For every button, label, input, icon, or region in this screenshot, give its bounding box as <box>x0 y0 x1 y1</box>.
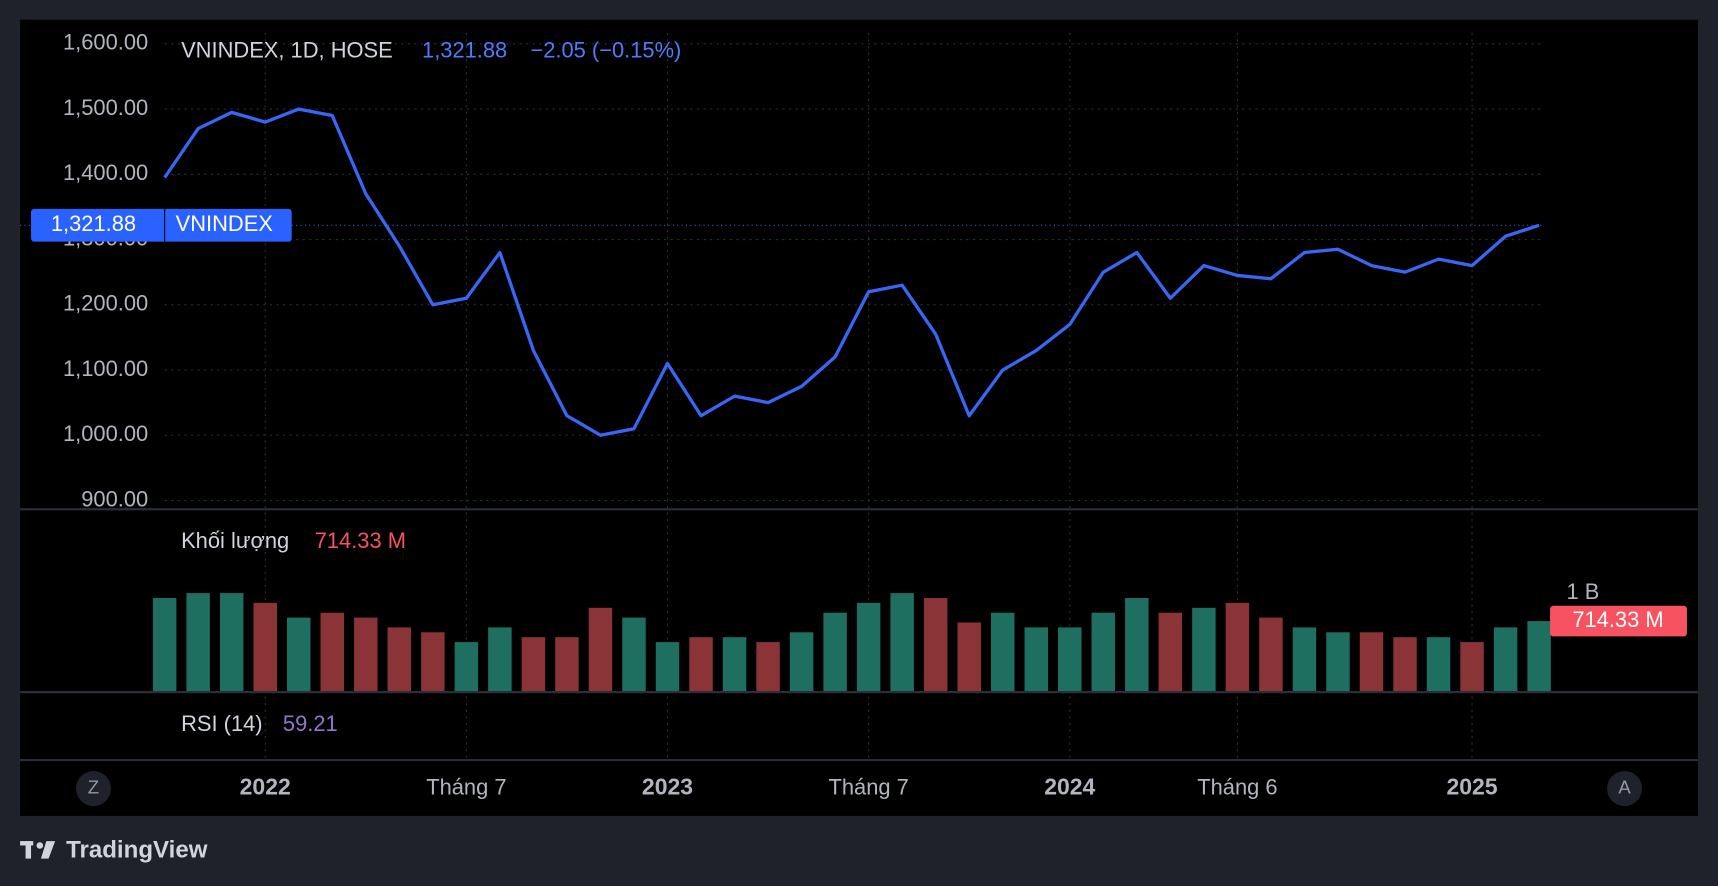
volume-bar <box>957 622 981 692</box>
volume-bar <box>1058 627 1082 692</box>
volume-bar <box>521 637 546 692</box>
volume-bar <box>856 602 881 692</box>
volume-bar <box>991 612 1015 692</box>
x-tick-label: 2023 <box>642 774 693 800</box>
volume-bar <box>923 597 948 692</box>
volume-bar <box>1493 627 1518 692</box>
volume-bar <box>287 617 311 692</box>
volume-bar <box>622 617 646 692</box>
volume-bar <box>1527 621 1551 692</box>
x-tick-label: 2024 <box>1044 774 1095 800</box>
button-label[interactable]: A <box>1618 776 1631 797</box>
price-line <box>163 107 1540 437</box>
volume-bar <box>387 627 412 692</box>
volume-bar <box>488 627 512 692</box>
volume-bar <box>1024 627 1048 692</box>
y-tick-label: 1,500.00 <box>63 95 148 120</box>
volume-bar <box>823 612 847 692</box>
y-tick-label: 1,000.00 <box>63 421 148 446</box>
volume-bar <box>756 642 780 692</box>
volume-bar <box>1460 642 1484 692</box>
y-tick-label: 1,100.00 <box>63 356 148 381</box>
x-tick-label: Tháng 7 <box>426 774 506 799</box>
volume-bar <box>1125 597 1149 692</box>
volume-tick-label: 1 B <box>1566 579 1599 604</box>
volume-bar <box>1292 627 1317 692</box>
price-pane: 900.001,000.001,100.001,200.001,300.001,… <box>20 30 1545 511</box>
y-tick-label: 1,600.00 <box>63 30 148 55</box>
y-tick-label: 1,200.00 <box>63 291 148 316</box>
button[interactable] <box>75 771 111 807</box>
volume-bar <box>1091 612 1116 692</box>
button[interactable] <box>1607 771 1643 807</box>
volume-bar <box>320 612 345 692</box>
volume-bar <box>219 593 244 692</box>
volume-last: 714.33 M <box>315 528 406 553</box>
volume-bar <box>722 637 747 692</box>
volume-last-label: 714.33 M <box>1572 607 1663 632</box>
rsi-value: 59.21 <box>283 711 338 736</box>
volume-bar <box>1326 632 1350 692</box>
volume-bar <box>152 597 177 692</box>
volume-bar <box>253 602 277 692</box>
volume-bar <box>1192 607 1216 692</box>
y-tick-label: 900.00 <box>81 486 148 511</box>
brand: TradingView <box>66 836 208 863</box>
last-price-box <box>31 208 292 242</box>
symbol-title: VNINDEX, 1D, HOSE <box>181 37 393 62</box>
last-price-label: 1,321.88 <box>51 211 136 236</box>
legend-entry: VNINDEX <box>176 211 274 236</box>
volume-bar <box>1393 637 1417 692</box>
x-tick-label: 2022 <box>240 774 291 800</box>
volume-bar <box>689 637 713 692</box>
last-value: 1,321.88 <box>422 37 507 62</box>
button-label[interactable]: Z <box>88 776 99 797</box>
volume-bar <box>789 632 814 692</box>
volume-last-box <box>1550 605 1687 637</box>
y-tick-label: 1,400.00 <box>63 160 148 185</box>
volume-bar <box>354 617 378 692</box>
chart-panel <box>20 19 1698 816</box>
volume-bar <box>655 642 680 692</box>
rsi-title: RSI (14) <box>181 711 263 736</box>
volume-bar <box>588 607 613 692</box>
volume-bar <box>1426 637 1451 692</box>
volume-bar <box>454 642 479 692</box>
volume-bar <box>555 637 579 692</box>
volume-bar <box>1158 612 1183 692</box>
volume-bar <box>1259 617 1283 692</box>
volume-bar <box>421 632 445 692</box>
volume-title: Khối lượng <box>181 528 289 553</box>
volume-bar <box>890 593 914 692</box>
brand-logo <box>20 841 56 859</box>
volume-bar <box>1225 602 1250 692</box>
x-tick-label: Tháng 6 <box>1197 774 1277 799</box>
volume-pane: 1 B 714.33 M <box>152 579 1687 692</box>
x-tick-label: 2025 <box>1446 774 1497 800</box>
volume-bar <box>1359 632 1384 692</box>
x-tick-label: Tháng 7 <box>828 774 908 799</box>
volume-bar <box>186 593 210 692</box>
change: −2.05 (−0.15%) <box>530 37 681 62</box>
